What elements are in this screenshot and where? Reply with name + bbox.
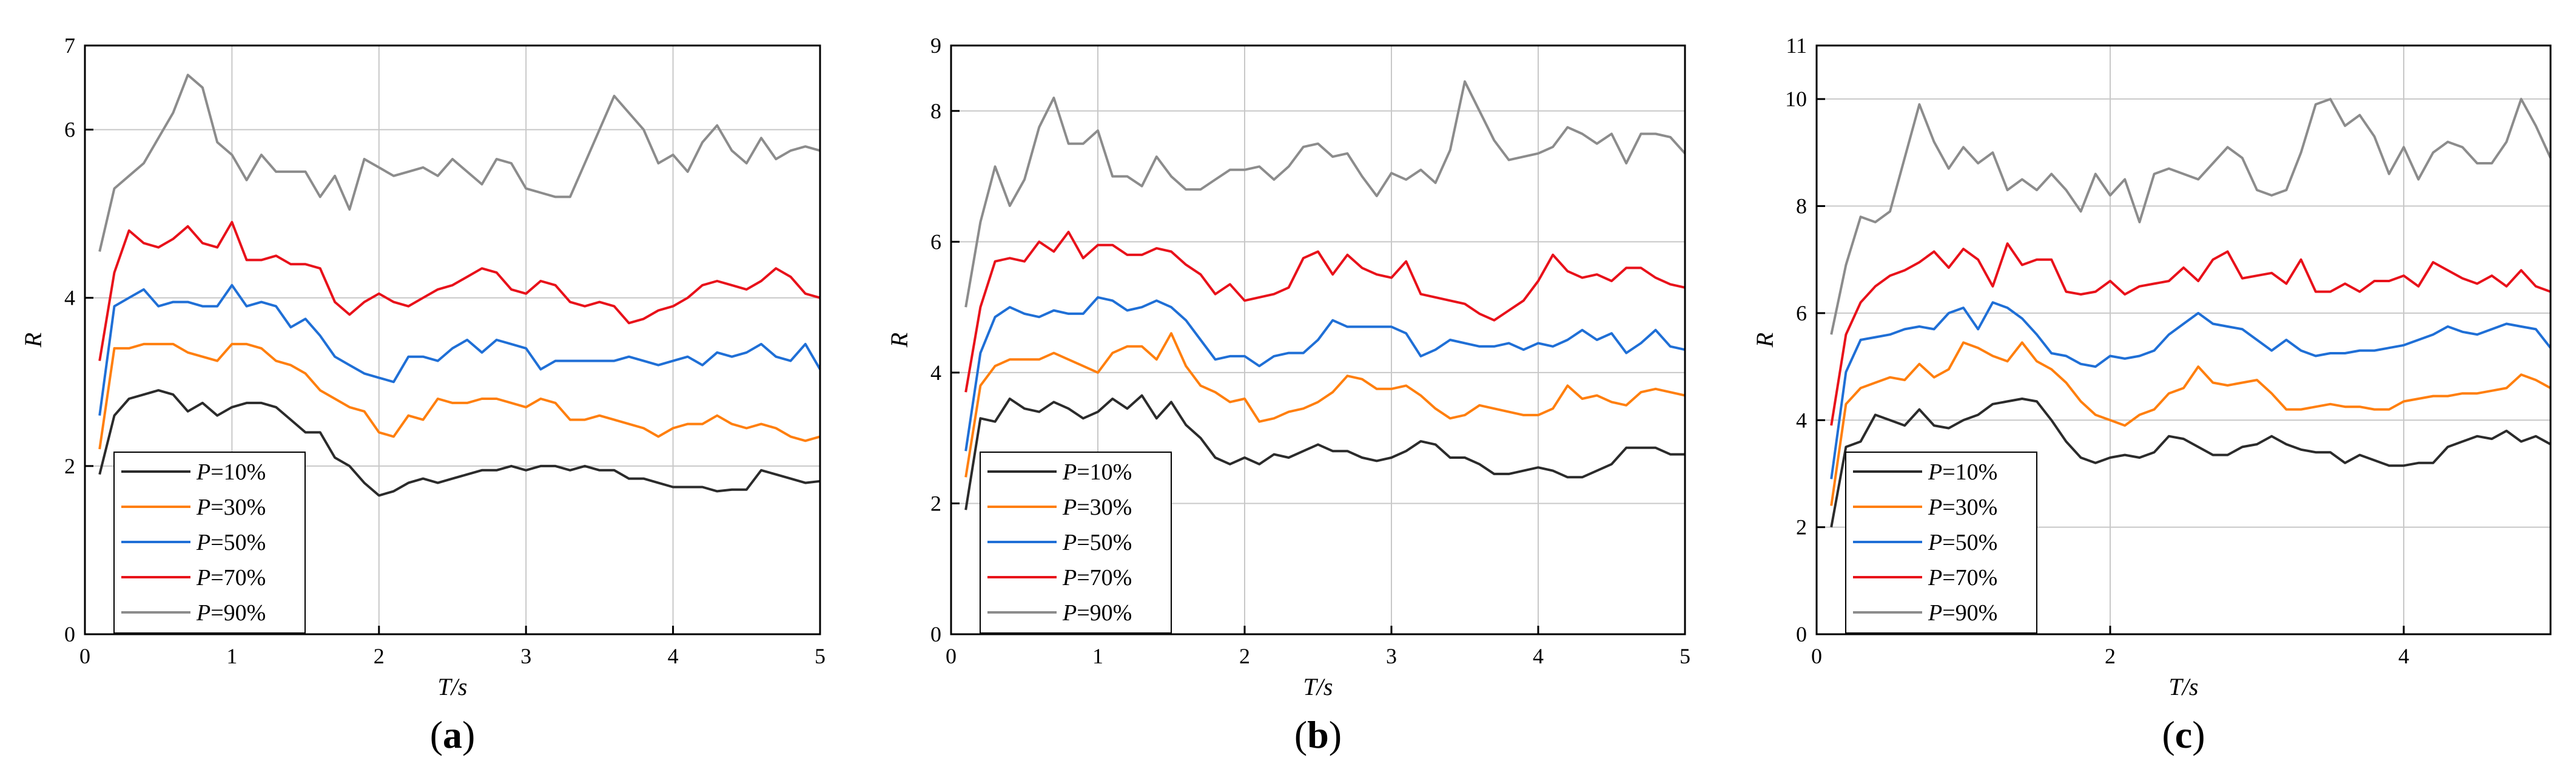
x-tick-label: 4 (1533, 644, 1544, 668)
y-axis-label: R (1751, 333, 1778, 348)
x-tick-label: 5 (1680, 644, 1690, 668)
series-line-p30 (964, 332, 1686, 478)
series-line-p10 (964, 394, 1685, 510)
series-line-p10 (1830, 398, 2551, 527)
series-line-p90 (98, 73, 821, 252)
series-line-p70 (1830, 242, 2551, 426)
y-axis-label: R (886, 333, 913, 348)
legend-label-p10: P=10% (1062, 459, 1132, 485)
chart-panel-c: 0 2 4024681011T/sR(c)P=10%P=30%P=50%P=70%P… (1751, 33, 2552, 756)
y-axis-label: R (19, 333, 47, 348)
y-tick-label: 9 (930, 33, 941, 58)
legend: P=10% P=30% P=50% P=70% P=90% (113, 452, 306, 634)
x-tick-label: 2 (2105, 644, 2116, 668)
y-tick-label: 6 (1796, 301, 1807, 325)
series-line-p50 (1830, 301, 2552, 479)
series-line-p90 (964, 80, 1686, 308)
legend-label-p50: P=50% (1062, 530, 1132, 555)
y-tick-label: 10 (1785, 87, 1807, 111)
x-tick-label: 5 (815, 644, 826, 668)
legend-label-p70: P=70% (196, 565, 266, 591)
legend-label-p50: P=50% (1928, 530, 1997, 555)
x-axis-label: T/s (2169, 673, 2199, 700)
y-tick-label: 6 (930, 229, 941, 254)
series-line-p70 (964, 231, 1686, 393)
legend-label-p90: P=90% (1928, 600, 1997, 626)
x-tick-label: 2 (1239, 644, 1250, 668)
legend-label-p50: P=50% (196, 530, 266, 555)
series-line-p70 (98, 221, 821, 361)
legend-label-p30: P=30% (1928, 495, 1997, 520)
panel-label: (c) (2162, 713, 2205, 756)
chart-panel-a: 0 1 2 3 4 502467T/sR(a)P=10%P=30%P=50%P=70%P=… (19, 33, 826, 756)
y-tick-label: 8 (930, 99, 941, 123)
y-tick-label: 0 (64, 622, 75, 646)
legend: P=10% P=30% P=50% P=70% P=90% (980, 452, 1172, 634)
chart-panel-b: 0 1 2 3 4 5024689T/sR(b)P=10%P=30%P=50%P=70%P… (886, 33, 1690, 756)
x-tick-label: 1 (226, 644, 237, 668)
y-tick-label: 7 (64, 33, 75, 58)
x-tick-label: 0 (79, 644, 90, 668)
y-tick-label: 2 (64, 454, 75, 478)
y-tick-label: 4 (930, 361, 941, 385)
y-tick-label: 4 (64, 286, 75, 310)
legend-label-p90: P=90% (1062, 600, 1132, 626)
y-tick-label: 0 (1796, 622, 1807, 646)
legend-label-p30: P=30% (196, 495, 266, 520)
legend: P=10% P=30% P=50% P=70% P=90% (1845, 452, 2037, 634)
x-tick-label: 2 (374, 644, 385, 668)
legend-label-p70: P=70% (1928, 565, 1997, 591)
y-tick-label: 6 (64, 118, 75, 142)
series-line-p30 (1830, 341, 2551, 506)
plot-frame (950, 44, 1686, 635)
series-line-p90 (1830, 98, 2552, 335)
panel-label: (a) (430, 713, 476, 756)
panel-label: (b) (1294, 713, 1342, 756)
series-line-p10 (98, 389, 821, 497)
x-tick-label: 4 (2398, 644, 2409, 668)
x-tick-label: 0 (1811, 644, 1822, 668)
y-tick-label: 8 (1796, 194, 1807, 218)
x-axis-label: T/s (438, 673, 468, 700)
legend-label-p30: P=30% (1062, 495, 1132, 520)
legend-label-p10: P=10% (1928, 459, 1997, 485)
y-tick-label: 0 (930, 622, 941, 646)
y-tick-label: 2 (930, 491, 941, 515)
x-axis-label: T/s (1303, 673, 1333, 700)
series-line-p50 (964, 296, 1686, 452)
series-line-p30 (98, 342, 821, 450)
y-tick-label: 2 (1796, 515, 1807, 540)
x-tick-label: 3 (1386, 644, 1397, 668)
series-line-p50 (98, 283, 821, 416)
x-tick-label: 0 (946, 644, 957, 668)
y-tick-label: 11 (1786, 33, 1807, 58)
x-tick-label: 4 (668, 644, 679, 668)
plot-frame (84, 44, 821, 635)
legend-label-p10: P=10% (196, 459, 266, 485)
legend-label-p90: P=90% (196, 600, 266, 626)
y-tick-label: 4 (1796, 408, 1807, 432)
x-tick-label: 1 (1092, 644, 1103, 668)
plot-frame (1815, 44, 2552, 635)
x-tick-label: 3 (520, 644, 531, 668)
legend-label-p70: P=70% (1062, 565, 1132, 591)
